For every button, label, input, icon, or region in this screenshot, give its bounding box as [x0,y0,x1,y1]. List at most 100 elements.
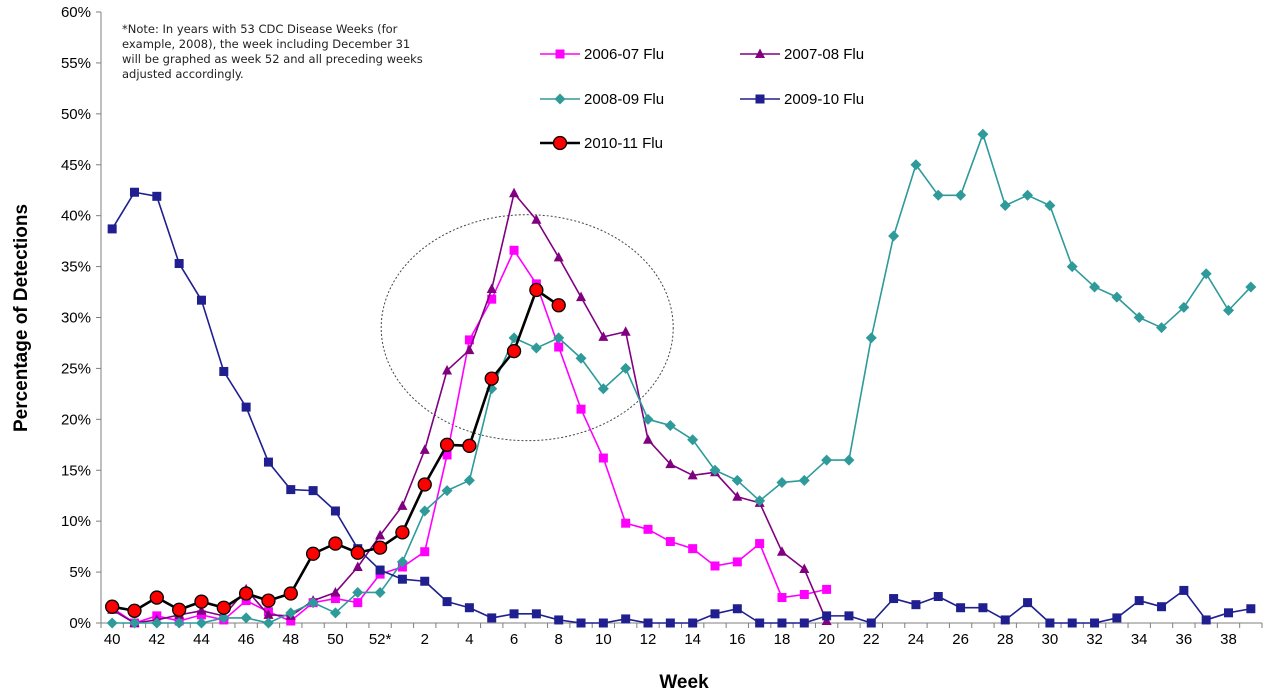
data-point [687,434,699,446]
data-point [263,457,273,467]
data-point [1111,291,1123,303]
data-point [621,518,631,528]
data-point [173,617,185,629]
data-point [529,282,544,298]
data-point [149,590,164,605]
x-tick-label: 28 [997,631,1014,648]
data-point [1223,304,1235,316]
data-point [554,615,564,625]
y-tick-label: 0% [69,615,91,632]
data-point [844,611,854,621]
data-point [375,565,385,575]
data-point [688,618,698,628]
data-point [218,612,230,624]
data-point [575,352,587,364]
peak-highlight-ellipse [380,214,674,442]
data-point [219,366,229,376]
data-point [196,605,207,615]
data-point [128,617,140,629]
data-point [597,383,609,395]
data-point [755,48,765,58]
series-line [111,191,1251,624]
data-point [196,295,206,305]
data-point [396,556,408,568]
data-point [1134,596,1144,606]
data-point [240,612,252,624]
data-point [822,584,832,594]
data-point [1246,604,1256,614]
note-layer: *Note: In years with 53 CDC Disease Week… [122,22,423,81]
x-tick-label: 22 [863,631,880,648]
annotation-layer [380,214,674,442]
data-point [464,344,475,355]
x-tick-label: 38 [1220,631,1237,648]
x-tick-label: 14 [684,631,701,648]
y-tick-label: 35% [61,259,91,276]
series-line [112,133,1252,624]
data-point [798,474,810,486]
x-tick-label: 18 [774,631,791,648]
series-line [111,288,560,613]
data-point [509,187,520,198]
series-2010-11-flu [105,282,566,618]
data-point [174,259,184,269]
data-point [620,362,632,374]
data-point [1090,618,1100,628]
series-2006-07-flu [107,245,832,628]
y-tick-label: 30% [61,310,91,327]
data-point [732,491,743,501]
data-point [910,159,922,171]
data-point [755,94,765,104]
data-point [687,469,698,480]
data-point [241,402,251,412]
data-point [642,413,654,425]
legend-label: 2009-10 Flu [784,91,864,108]
data-point [283,586,298,601]
data-point [643,618,653,628]
data-point [374,586,386,598]
data-point [353,598,363,608]
data-point [397,574,407,584]
y-tick-label: 15% [61,462,91,479]
data-point [285,607,297,619]
note-line: adjusted accordingly. [122,67,244,81]
data-point [554,93,566,105]
data-point [598,331,609,341]
data-point [308,486,318,496]
x-tick-label: 16 [729,631,746,648]
data-point [776,546,787,556]
x-tick-label: 52* [369,631,392,648]
data-point [754,495,766,507]
legend-item: 2006-07 Flu [540,46,664,63]
note-line: will be graphed as week 52 and all prece… [122,52,423,66]
axes-layer: 0% 5% 10% 15% 20% 25% 30% 35% 40% 45% 50% 55% 60% 40 4… [61,4,1263,648]
x-axis-title: Week [659,672,709,693]
data-point [710,561,720,571]
data-point [487,294,497,304]
legend-label: 2008-09 Flu [584,91,664,108]
data-point [665,537,675,547]
data-point [330,594,340,604]
data-point [238,586,254,601]
data-point [530,342,542,354]
data-point [420,576,430,586]
data-point [286,485,296,495]
data-point [1044,199,1056,211]
y-tick-label: 55% [61,55,91,72]
y-tick-label: 10% [61,513,91,530]
y-tick-label: 20% [61,411,91,428]
legend-item: 2010-11 Flu [540,135,663,152]
data-point [442,364,453,375]
series-2008-09-flu [106,128,1257,629]
data-point [755,539,765,549]
data-point [1179,585,1189,595]
data-point [643,524,653,534]
x-tick-label: 50 [327,631,344,648]
data-point [286,616,296,626]
data-point [105,599,120,614]
x-tick-label: 10 [595,631,612,648]
data-point [462,438,477,453]
data-point [956,603,966,613]
data-point [1224,608,1234,618]
data-point [1000,615,1010,625]
